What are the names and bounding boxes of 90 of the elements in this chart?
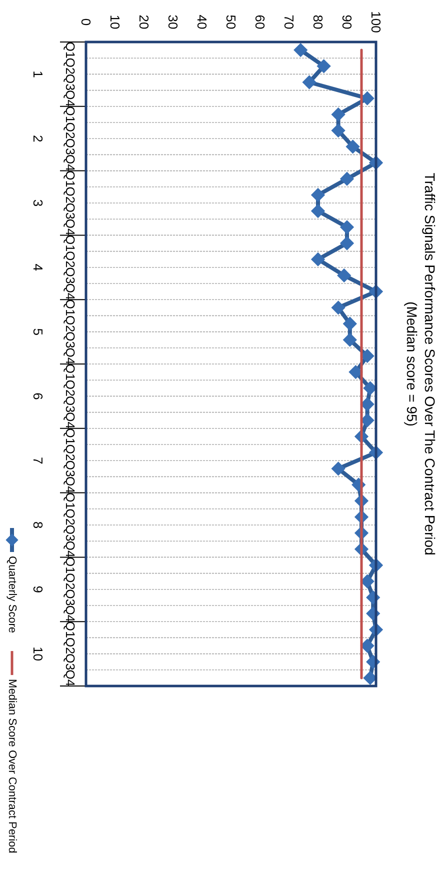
- y-tick-label: Q4: [63, 154, 77, 172]
- text: 6: [30, 392, 46, 400]
- y-tick-label: Q4: [63, 283, 77, 300]
- point: [346, 140, 360, 154]
- x-tick-label: 40: [194, 14, 210, 30]
- text: 9: [30, 586, 46, 594]
- y-tick-label: Q3: [63, 138, 77, 156]
- point: [310, 188, 326, 202]
- text: 8: [30, 521, 46, 529]
- y-tick-label: Q2: [63, 122, 77, 139]
- point: [360, 348, 374, 364]
- point: [348, 364, 363, 380]
- point: [310, 204, 326, 218]
- text: (Median score = 95): [404, 302, 420, 426]
- y-tick-label: Q2: [63, 315, 77, 332]
- point: [360, 574, 374, 588]
- point: [342, 316, 357, 331]
- point: [340, 172, 354, 186]
- legend-label: Median Score Over Contract Period: [6, 679, 18, 854]
- point: [342, 332, 357, 347]
- y-tick-label: Q1: [63, 170, 77, 188]
- x-tick-label: 60: [252, 14, 268, 30]
- y-tick-label: Q3: [63, 524, 77, 542]
- y-tick-label: Q2: [63, 251, 77, 268]
- text: 3: [30, 199, 46, 207]
- y-tick-label: Q3: [63, 74, 77, 91]
- y-tick-label: Q1: [63, 556, 77, 574]
- point: [337, 268, 352, 283]
- y-tick-label: Q3: [63, 396, 77, 413]
- point: [331, 107, 346, 122]
- y-tick-label: Q3: [63, 267, 77, 284]
- point: [310, 252, 326, 266]
- y-tick-label: Q1: [63, 299, 77, 316]
- x-tick-label: 0: [78, 18, 94, 26]
- y-tick-label: Q3: [63, 589, 77, 606]
- y-tick-label: Q4: [63, 670, 77, 686]
- y-tick-label: Q4: [63, 90, 77, 107]
- point: [360, 638, 374, 653]
- x-tick-label: 70: [282, 14, 296, 30]
- y-tick-label: Q4: [63, 540, 77, 558]
- point: [331, 462, 346, 476]
- point: [316, 59, 331, 74]
- text: 4: [30, 264, 46, 272]
- y-tick-label: Q4: [63, 218, 77, 236]
- y-tick-label: Q2: [63, 58, 77, 75]
- y-tick-label: Q4: [63, 476, 77, 494]
- x-tick-label: 20: [136, 14, 152, 30]
- y-tick-label: Q4: [63, 412, 77, 429]
- y-tick-label: Q1: [63, 106, 77, 123]
- y-tick-label: Q1: [63, 621, 77, 638]
- point: [340, 220, 354, 234]
- point: [360, 397, 374, 412]
- point: [331, 300, 346, 315]
- y-tick-label: Q1: [63, 492, 77, 510]
- y-tick-label: Q2: [63, 573, 77, 590]
- point: [363, 670, 378, 686]
- point: [294, 42, 308, 58]
- text: 1: [30, 70, 46, 78]
- legend-label: Quarterly Score: [6, 556, 18, 634]
- x-tick-label: 100: [368, 11, 384, 33]
- y-tick-label: Q3: [63, 460, 77, 478]
- y-tick-label: Q3: [63, 202, 77, 220]
- y-tick-label: Q1: [63, 428, 77, 445]
- text: 5: [30, 328, 46, 336]
- point: [360, 413, 374, 428]
- text: 2: [30, 134, 46, 142]
- point: [340, 236, 354, 250]
- x-tick-label: 90: [340, 14, 354, 30]
- y-tick-label: Q1: [63, 234, 77, 252]
- y-tick-label: Q4: [63, 605, 77, 622]
- y-tick-label: Q2: [63, 508, 77, 526]
- y-tick-label: Q2: [63, 380, 77, 397]
- x-tick-label: 10: [108, 14, 122, 30]
- y-tick-label: Q1: [63, 42, 77, 58]
- y-tick-label: Q3: [63, 654, 77, 670]
- y-tick-label: Q1: [63, 364, 77, 380]
- x-tick-label: 50: [224, 14, 238, 30]
- y-tick-label: Q4: [63, 348, 77, 364]
- text: 10: [30, 646, 46, 662]
- x-tick-label: 80: [310, 14, 326, 30]
- text: 7: [30, 456, 46, 464]
- point: [331, 123, 346, 138]
- text: Traffic Signals Performance Scores Over The Contract Period: [422, 172, 438, 556]
- y-tick-label: Q3: [63, 332, 77, 348]
- y-tick-label: Q2: [63, 186, 77, 204]
- y-tick-label: Q2: [63, 637, 77, 654]
- point: [363, 381, 378, 396]
- x-tick-label: 30: [166, 14, 180, 30]
- point: [302, 75, 316, 90]
- y-tick-label: Q2: [63, 444, 77, 461]
